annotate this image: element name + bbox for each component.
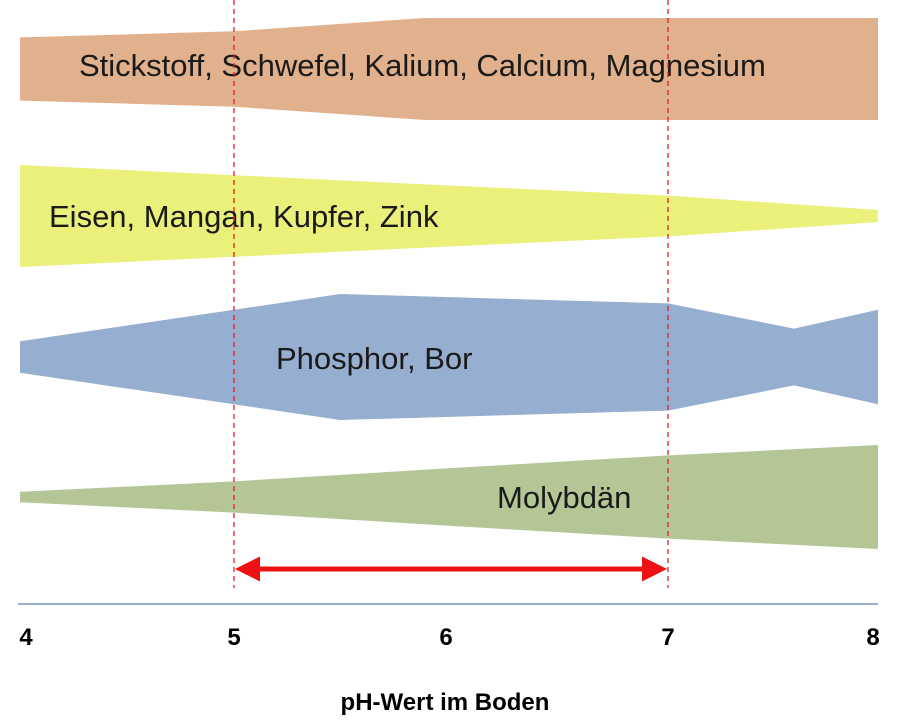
- band-iron-manganese-copper-zinc: Eisen, Mangan, Kupfer, Zink: [20, 165, 878, 267]
- band-label: Molybdän: [497, 480, 631, 515]
- x-tick-label: 4: [19, 624, 33, 651]
- band-phosphorus-boron: Phosphor, Bor: [20, 294, 878, 420]
- band-shape: [20, 445, 878, 549]
- x-tick-label: 7: [661, 624, 674, 651]
- band-label: Phosphor, Bor: [276, 341, 472, 376]
- band-label: Eisen, Mangan, Kupfer, Zink: [49, 199, 439, 234]
- x-tick-label: 6: [439, 624, 452, 651]
- x-tick-label: 8: [866, 624, 879, 651]
- band-nitrogen-sulfur-potassium-calcium-magnesium: Stickstoff, Schwefel, Kalium, Calcium, M…: [20, 18, 878, 120]
- band-molybdenum: Molybdän: [20, 445, 878, 549]
- x-axis-title: pH-Wert im Boden: [341, 689, 550, 716]
- x-tick-label: 5: [227, 624, 240, 651]
- band-label: Stickstoff, Schwefel, Kalium, Calcium, M…: [79, 48, 766, 83]
